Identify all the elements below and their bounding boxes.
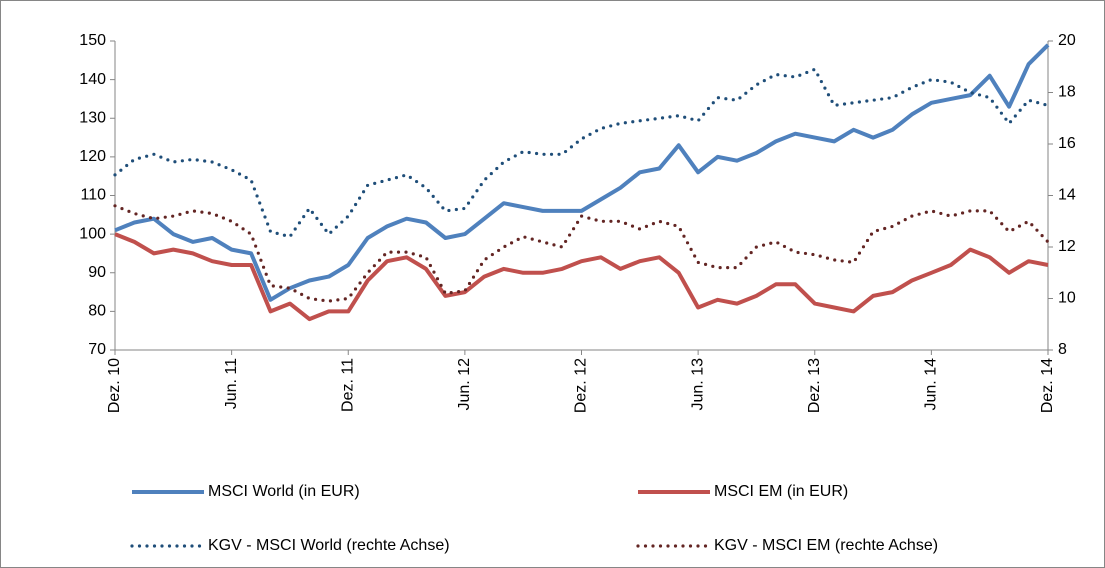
x-tick-label: Dez. 12 (573, 358, 590, 413)
y2-tick-label: 14 (1058, 187, 1076, 204)
legend-label: MSCI World (in EUR) (208, 483, 360, 500)
y2-tick-label: 8 (1058, 341, 1067, 358)
y-tick-label: 140 (79, 71, 106, 88)
series-line (114, 43, 1050, 302)
y-tick-label: 110 (80, 187, 106, 204)
y-tick-label: 100 (79, 225, 106, 242)
x-tick-label: Dez. 14 (1039, 358, 1056, 413)
y-tick-label: 90 (88, 264, 106, 281)
legend-label: KGV - MSCI EM (rechte Achse) (714, 537, 938, 554)
x-tick-label: Jun. 13 (689, 358, 706, 411)
y2-tick-label: 10 (1058, 290, 1076, 307)
y-tick-label: 80 (88, 303, 106, 320)
y2-tick-label: 16 (1058, 135, 1076, 152)
y-tick-label: 70 (88, 341, 106, 358)
y-tick-label: 130 (79, 109, 106, 126)
x-tick-label: Dez. 10 (106, 358, 123, 413)
y2-tick-label: 20 (1058, 32, 1076, 49)
x-tick-label: Jun. 11 (223, 358, 240, 409)
x-tick-label: Jun. 12 (456, 358, 473, 411)
y2-tick-label: 12 (1058, 238, 1076, 255)
series-line (113, 204, 1050, 303)
y2-tick-label: 18 (1058, 84, 1076, 101)
x-tick-label: Jun. 14 (923, 358, 940, 411)
series-line (114, 232, 1049, 322)
legend-label: MSCI EM (in EUR) (714, 483, 848, 500)
y-tick-label: 120 (79, 148, 106, 165)
x-tick-label: Dez. 13 (806, 358, 823, 413)
legend-label: KGV - MSCI World (rechte Achse) (208, 537, 450, 554)
y-tick-label: 150 (79, 32, 106, 49)
x-tick-label: Dez. 11 (339, 358, 356, 412)
series-line (113, 67, 1050, 239)
